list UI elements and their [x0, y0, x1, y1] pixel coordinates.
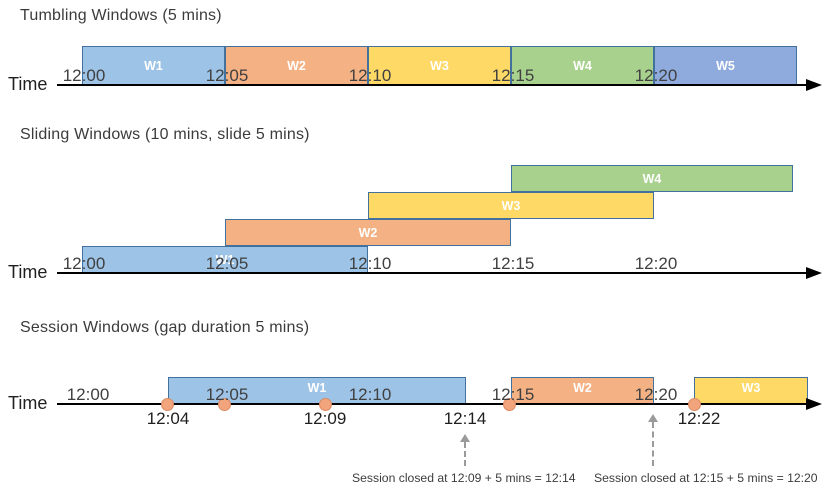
sliding-window-w3: W3 [368, 192, 654, 219]
section-title-sliding: Sliding Windows (10 mins, slide 5 mins) [20, 126, 310, 143]
tumbling-window-w5: W5 [654, 46, 797, 85]
axis-label-time: Time [8, 74, 48, 94]
axis-arrowhead-icon [806, 398, 822, 410]
axis-label-time: Time [8, 393, 48, 413]
session-window-w1: W1 [168, 377, 466, 404]
window-label: W2 [358, 225, 378, 240]
session-close-note-1: Session closed at 12:09 + 5 mins = 12:14 [352, 471, 576, 485]
tick-label: 12:15 [491, 385, 535, 404]
sliding-window-w2: W2 [225, 219, 511, 246]
session-close-note-2: Session closed at 12:15 + 5 mins = 12:20 [594, 471, 818, 485]
event-time-label: 12:04 [146, 409, 190, 428]
section-title-tumbling: Tumbling Windows (5 mins) [20, 7, 222, 24]
event-dot [688, 398, 701, 411]
event-dot [161, 398, 174, 411]
tick-label: 12:20 [634, 385, 678, 404]
dashed-arrow-line [652, 422, 654, 466]
window-label: W2 [287, 58, 306, 73]
event-dot [218, 398, 231, 411]
window-label: W4 [573, 58, 592, 73]
window-label: W3 [741, 381, 761, 395]
axis-arrowhead-icon [806, 267, 822, 279]
window-label: W1 [215, 252, 235, 267]
window-label: W4 [642, 171, 662, 186]
tick-label: 12:15 [491, 66, 535, 85]
tick-label: 12:20 [634, 66, 678, 85]
sliding-window-w4: W4 [511, 165, 793, 192]
event-time-label: 12:22 [677, 409, 721, 428]
tick-label: 12:05 [205, 254, 249, 273]
tumbling-window-w1: W1 [82, 46, 225, 85]
tick-label: 12:00 [62, 254, 106, 273]
tick-label: 12:15 [491, 254, 535, 273]
dashed-arrow-line [464, 442, 466, 466]
time-axis [57, 272, 810, 274]
time-axis [57, 84, 810, 86]
tick-label: 12:05 [205, 66, 249, 85]
event-time-label: 12:09 [303, 409, 347, 428]
sliding-window-w1: W1 [82, 246, 368, 273]
window-label: W5 [716, 58, 735, 73]
event-dot [503, 398, 516, 411]
window-label: W1 [144, 58, 163, 73]
window-label: W3 [501, 198, 521, 213]
tick-label: 12:00 [66, 385, 110, 404]
dashed-arrow-up-icon [460, 434, 470, 442]
tick-label: 12:10 [348, 66, 392, 85]
window-label: W2 [573, 381, 592, 395]
event-dot [319, 398, 332, 411]
tumbling-window-w3: W3 [368, 46, 511, 85]
tick-label: 12:10 [348, 385, 392, 404]
tick-label: 12:20 [634, 254, 678, 273]
tick-label: 12:00 [62, 66, 106, 85]
event-time-label: 12:14 [443, 409, 487, 428]
axis-label-time: Time [8, 262, 48, 282]
tick-label: 12:05 [205, 385, 249, 404]
session-window-w3: W3 [694, 377, 808, 404]
time-axis [57, 403, 810, 405]
dashed-arrow-up-icon [648, 414, 658, 422]
window-label: W3 [430, 58, 449, 73]
section-title-session: Session Windows (gap duration 5 mins) [20, 319, 310, 336]
window-label: W1 [307, 381, 327, 395]
tick-label: 12:10 [348, 254, 392, 273]
axis-arrowhead-icon [806, 79, 822, 91]
